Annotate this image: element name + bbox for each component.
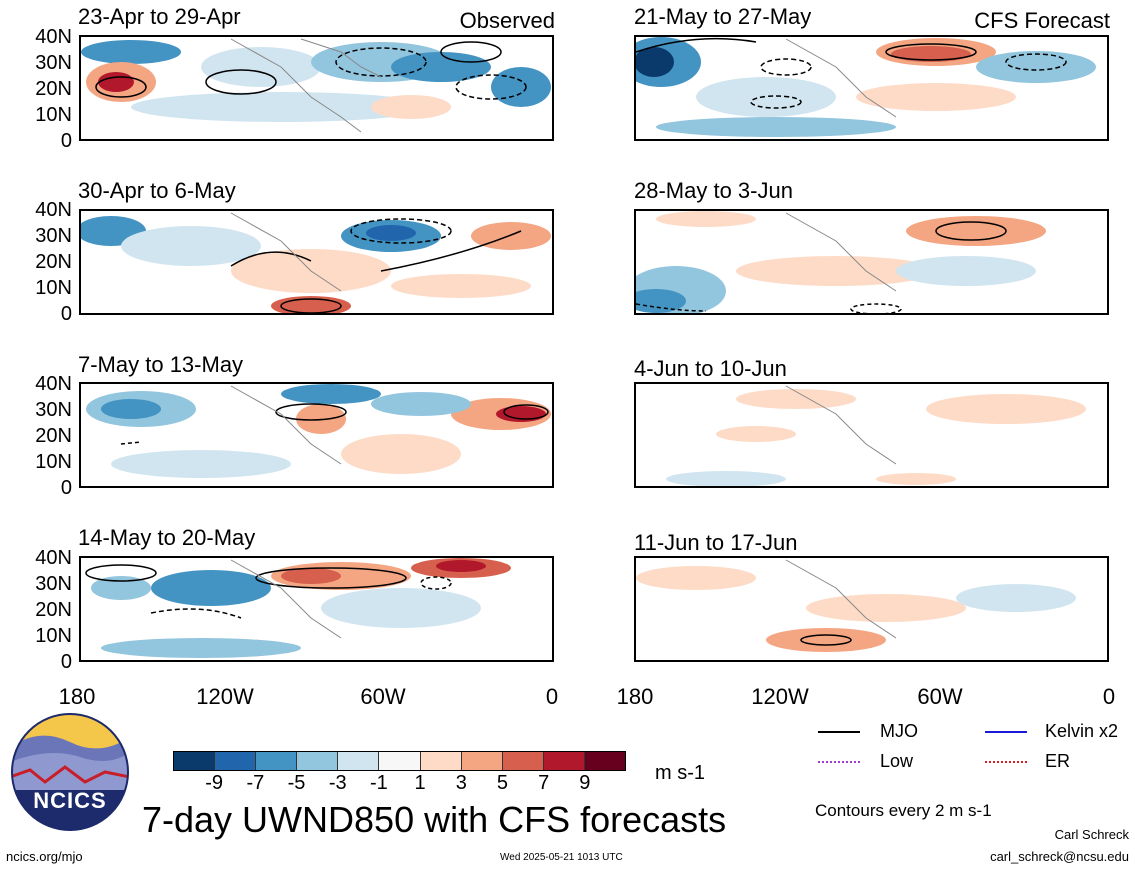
- map-panel: [79, 209, 554, 315]
- panel-title: 28-May to 3-Jun: [634, 178, 793, 203]
- colorbar-label: 1: [414, 772, 426, 794]
- lat-label: 0: [60, 477, 72, 499]
- map-panel: [634, 556, 1109, 662]
- colorbar-swatch: [502, 752, 544, 770]
- lat-label: 30N: [35, 399, 72, 421]
- kelvin-legend-label: Kelvin x2: [1045, 721, 1119, 741]
- panel-title: 21-May to 27-May: [634, 4, 812, 29]
- colorbar: [173, 751, 626, 771]
- colorbar-label: 9: [579, 772, 591, 794]
- colorbar-swatch: [543, 752, 585, 770]
- er-legend-line: [985, 761, 1027, 763]
- colorbar-label: 7: [538, 772, 550, 794]
- map-panel: [634, 382, 1109, 488]
- lat-label: 30N: [35, 225, 72, 247]
- panel-title: 30-Apr to 6-May: [78, 178, 236, 203]
- panel-tag: Observed: [459, 8, 555, 33]
- low-legend-label: Low: [880, 751, 914, 771]
- panel-title: 7-May to 13-May: [78, 352, 244, 377]
- mjo-legend-line: [818, 731, 860, 733]
- lat-label: 20N: [35, 425, 72, 447]
- panel-title: 11-Jun to 17-Jun: [634, 530, 798, 555]
- lat-label: 10N: [35, 451, 72, 473]
- map-panel: [634, 209, 1109, 315]
- lat-label: 40N: [35, 373, 72, 395]
- lat-label: 0: [60, 651, 72, 673]
- er-legend-label: ER: [1045, 751, 1071, 771]
- lon-label: 180: [616, 684, 654, 709]
- lat-label: 10N: [35, 277, 72, 299]
- lon-label: 60W: [917, 684, 963, 709]
- panel-title: 4-Jun to 10-Jun: [634, 356, 787, 381]
- mjo-legend-label: MJO: [880, 721, 918, 741]
- colorbar-swatch: [215, 752, 257, 770]
- colorbar-label: 5: [496, 772, 509, 794]
- lon-label: 180: [58, 684, 96, 709]
- timestamp: Wed 2025-05-21 1013 UTC: [500, 852, 623, 863]
- lat-label: 40N: [35, 199, 72, 221]
- colorbar-label: -3: [328, 772, 347, 794]
- lat-label: 10N: [35, 104, 72, 126]
- lon-label: 0: [1102, 684, 1116, 709]
- panel-title: 14-May to 20-May: [78, 525, 256, 550]
- colorbar-label: -9: [205, 772, 224, 794]
- map-panel: [79, 382, 554, 488]
- colorbar-label: -1: [370, 772, 388, 794]
- colorbar-label: 3: [455, 772, 467, 794]
- main-title: 7-day UWND850 with CFS forecasts: [142, 799, 727, 840]
- colorbar-swatch: [256, 752, 298, 770]
- colorbar-label: -5: [287, 772, 306, 794]
- lon-label: 120W: [196, 684, 254, 709]
- lon-label: 0: [545, 684, 559, 709]
- lat-label: 0: [60, 303, 72, 325]
- map-panel: [79, 35, 554, 141]
- map-panel: [634, 35, 1109, 141]
- panel-tag: CFS Forecast: [974, 8, 1110, 33]
- map-panel: [79, 556, 554, 662]
- lon-label: 120W: [751, 684, 809, 709]
- colorbar-swatch: [174, 752, 216, 770]
- lat-label: 40N: [35, 547, 72, 569]
- lat-label: 10N: [35, 625, 72, 647]
- lat-label: 30N: [35, 52, 72, 74]
- panel-title: 23-Apr to 29-Apr: [78, 4, 241, 29]
- author-email[interactable]: carl_schreck@ncsu.edu: [990, 849, 1129, 864]
- colorbar-units: m s-1: [655, 762, 705, 784]
- colorbar-swatch: [584, 752, 626, 770]
- contours-note: Contours every 2 m s-1: [815, 801, 992, 820]
- lat-label: 20N: [35, 251, 72, 273]
- lat-label: 40N: [35, 26, 72, 48]
- site-url[interactable]: ncics.org/mjo: [6, 849, 83, 864]
- colorbar-label: -7: [246, 772, 265, 794]
- colorbar-swatch: [297, 752, 339, 770]
- colorbar-swatch: [379, 752, 421, 770]
- lat-label: 0: [60, 130, 72, 152]
- kelvin-legend-line: [985, 731, 1027, 733]
- lat-label: 20N: [35, 599, 72, 621]
- colorbar-swatch: [461, 752, 503, 770]
- colorbar-swatch: [420, 752, 462, 770]
- lat-label: 30N: [35, 573, 72, 595]
- colorbar-swatch: [338, 752, 380, 770]
- lon-label: 60W: [360, 684, 406, 709]
- author-name: Carl Schreck: [1054, 827, 1129, 842]
- ncics-logo: NCICS: [10, 712, 130, 832]
- logo-text: NCICS: [33, 788, 107, 813]
- lat-label: 20N: [35, 78, 72, 100]
- low-legend-line: [818, 761, 860, 763]
